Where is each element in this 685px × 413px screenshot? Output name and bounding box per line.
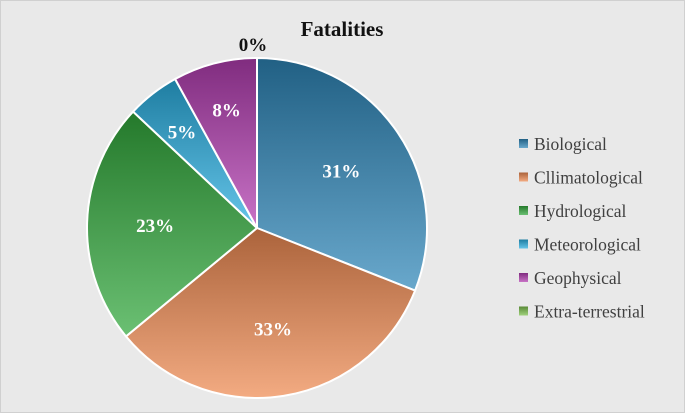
legend-swatch-hydrological xyxy=(519,206,528,215)
legend-item-extra-terrestrial: Extra-terrestrial xyxy=(519,302,645,322)
legend-item-cllimatological: Cllimatological xyxy=(519,168,643,188)
legend-swatch-extra-terrestrial xyxy=(519,306,528,316)
data-label-biological: 31% xyxy=(322,162,360,183)
legend-label-meteorological: Meteorological xyxy=(534,235,641,255)
data-labels: 31% 33% 23% 5% 8% 0% xyxy=(136,35,360,341)
legend-label-extra-terrestrial: Extra-terrestrial xyxy=(534,302,645,322)
legend-label-geophysical: Geophysical xyxy=(534,268,622,288)
chart-title: Fatalities xyxy=(301,17,384,41)
legend-item-hydrological: Hydrological xyxy=(519,201,626,221)
legend-label-hydrological: Hydrological xyxy=(534,201,626,221)
data-label-extra-terrestrial: 0% xyxy=(239,35,268,56)
legend-item-geophysical: Geophysical xyxy=(519,268,622,288)
data-label-geophysical: 8% xyxy=(212,100,241,121)
slice-hydrological xyxy=(86,110,259,338)
legend-label-cllimatological: Cllimatological xyxy=(534,168,643,188)
legend-item-meteorological: Meteorological xyxy=(519,235,641,255)
pie-slices xyxy=(86,56,428,399)
legend-item-biological: Biological xyxy=(519,134,607,154)
slice-cllimatological xyxy=(124,226,417,399)
legend-label-biological: Biological xyxy=(534,134,607,154)
slice-geophysical xyxy=(173,56,258,229)
data-label-meteorological: 5% xyxy=(168,122,197,143)
legend-swatch-meteorological xyxy=(519,239,528,249)
data-label-hydrological: 23% xyxy=(136,216,174,237)
legend-swatch-cllimatological xyxy=(519,172,528,182)
legend: Biological Cllimatological Hydrological Met… xyxy=(519,134,645,322)
legend-swatch-biological xyxy=(519,139,528,148)
slice-biological xyxy=(256,56,428,292)
legend-swatch-geophysical xyxy=(519,273,528,282)
data-label-cllimatological: 33% xyxy=(254,320,292,341)
